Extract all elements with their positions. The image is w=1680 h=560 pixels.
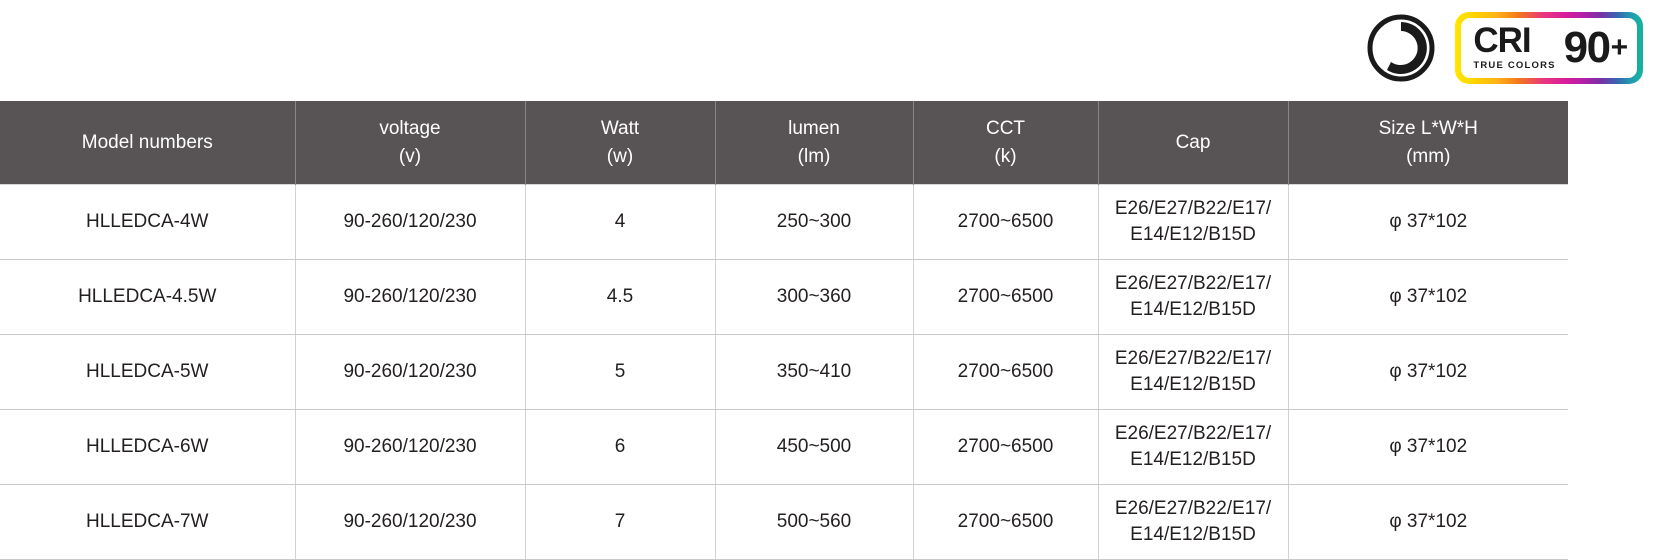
product-spec-page: CRI TRUE COLORS 90 + Model numb: [0, 8, 1643, 560]
cell-watt: 7: [525, 484, 716, 560]
cell-size: φ 37*102: [1288, 184, 1568, 260]
table-row: HLLEDCA-6W 90-260/120/230 6 450~500 2700…: [0, 409, 1568, 485]
cap-line2: E14/E12/B15D: [1130, 299, 1256, 320]
cell-voltage: 90-260/120/230: [295, 409, 526, 485]
cri-subtitle: TRUE COLORS: [1473, 59, 1556, 71]
column-header-line1: Model numbers: [81, 131, 213, 153]
cell-cap: E26/E27/B22/E17/ E14/E12/B15D: [1098, 409, 1289, 485]
cell-cct: 2700~6500: [913, 259, 1099, 335]
cell-cap: E26/E27/B22/E17/ E14/E12/B15D: [1098, 259, 1289, 335]
cell-watt: 5: [525, 334, 716, 410]
cap-line2: E14/E12/B15D: [1130, 449, 1256, 470]
table-body: HLLEDCA-4W 90-260/120/230 4 250~300 2700…: [0, 184, 1568, 560]
cell-cap: E26/E27/B22/E17/ E14/E12/B15D: [1098, 184, 1289, 260]
table-header-row: Model numbers voltage (v) Watt (w) lumen…: [0, 101, 1568, 185]
table-row: HLLEDCA-7W 90-260/120/230 7 500~560 2700…: [0, 484, 1568, 560]
cell-lumen: 350~410: [715, 334, 914, 410]
cell-model: HLLEDCA-6W: [0, 409, 296, 485]
cell-voltage: 90-260/120/230: [295, 259, 526, 335]
cell-model: HLLEDCA-4.5W: [0, 259, 296, 335]
cell-size: φ 37*102: [1288, 334, 1568, 410]
cell-watt: 4.5: [525, 259, 716, 335]
table-row: HLLEDCA-4W 90-260/120/230 4 250~300 2700…: [0, 184, 1568, 260]
cell-cap: E26/E27/B22/E17/ E14/E12/B15D: [1098, 334, 1289, 410]
column-header-line2: (k): [994, 145, 1017, 167]
column-header-line1: Size L*W*H: [1378, 117, 1478, 139]
cell-voltage: 90-260/120/230: [295, 334, 526, 410]
cap-line1: E26/E27/B22/E17/: [1114, 498, 1272, 520]
cell-lumen: 450~500: [715, 409, 914, 485]
cell-voltage: 90-260/120/230: [295, 184, 526, 260]
cell-size: φ 37*102: [1288, 259, 1568, 335]
column-header-voltage: voltage (v): [295, 101, 526, 185]
column-header-line1: lumen: [788, 117, 840, 139]
column-header-line1: Watt: [600, 117, 640, 139]
badge-row: CRI TRUE COLORS 90 +: [1365, 8, 1643, 88]
cri-plus-sign: +: [1610, 31, 1629, 64]
column-header-size: Size L*W*H (mm): [1288, 101, 1568, 185]
cell-watt: 6: [525, 409, 716, 485]
cap-line1: E26/E27/B22/E17/: [1114, 348, 1272, 370]
table-row: HLLEDCA-5W 90-260/120/230 5 350~410 2700…: [0, 334, 1568, 410]
column-header-model-numbers: Model numbers: [0, 101, 296, 185]
cell-lumen: 500~560: [715, 484, 914, 560]
cell-cct: 2700~6500: [913, 484, 1099, 560]
specification-table: Model numbers voltage (v) Watt (w) lumen…: [0, 101, 1568, 560]
column-header-line1: CCT: [985, 117, 1026, 139]
cell-size: φ 37*102: [1288, 484, 1568, 560]
cri-value-group: 90 +: [1563, 23, 1629, 73]
column-header-line1: voltage: [379, 117, 441, 139]
cell-model: HLLEDCA-4W: [0, 184, 296, 260]
column-header-cct: CCT (k): [913, 101, 1099, 185]
cell-cct: 2700~6500: [913, 409, 1099, 485]
cap-line1: E26/E27/B22/E17/: [1114, 198, 1272, 220]
cell-size: φ 37*102: [1288, 409, 1568, 485]
cell-model: HLLEDCA-7W: [0, 484, 296, 560]
cell-model: HLLEDCA-5W: [0, 334, 296, 410]
cri-90-plus-badge: CRI TRUE COLORS 90 +: [1455, 12, 1643, 84]
table-row: HLLEDCA-4.5W 90-260/120/230 4.5 300~360 …: [0, 259, 1568, 335]
column-header-line2: (v): [398, 145, 422, 167]
cell-watt: 4: [525, 184, 716, 260]
cell-cct: 2700~6500: [913, 334, 1099, 410]
cap-line1: E26/E27/B22/E17/: [1114, 423, 1272, 445]
cap-line1: E26/E27/B22/E17/: [1114, 273, 1272, 295]
column-header-watt: Watt (w): [525, 101, 716, 185]
cell-lumen: 300~360: [715, 259, 914, 335]
cell-lumen: 250~300: [715, 184, 914, 260]
column-header-lumen: lumen (lm): [715, 101, 914, 185]
column-header-line1: Cap: [1175, 131, 1211, 153]
ring-logo-icon: [1367, 14, 1435, 82]
cap-line2: E14/E12/B15D: [1130, 374, 1256, 395]
cri-badge-text-group: CRI TRUE COLORS: [1473, 21, 1556, 71]
cri-value: 90: [1563, 23, 1611, 73]
cri-badge-inner: CRI TRUE COLORS 90 +: [1461, 18, 1637, 78]
cell-cct: 2700~6500: [913, 184, 1099, 260]
cap-line2: E14/E12/B15D: [1130, 224, 1256, 245]
cell-voltage: 90-260/120/230: [295, 484, 526, 560]
cri-label: CRI: [1473, 21, 1531, 61]
column-header-line2: (w): [606, 145, 634, 167]
column-header-line2: (lm): [797, 145, 831, 167]
column-header-line2: (mm): [1406, 145, 1451, 167]
cap-line2: E14/E12/B15D: [1130, 524, 1256, 545]
column-header-cap: Cap: [1098, 101, 1289, 185]
cell-cap: E26/E27/B22/E17/ E14/E12/B15D: [1098, 484, 1289, 560]
table-header: Model numbers voltage (v) Watt (w) lumen…: [0, 101, 1568, 185]
